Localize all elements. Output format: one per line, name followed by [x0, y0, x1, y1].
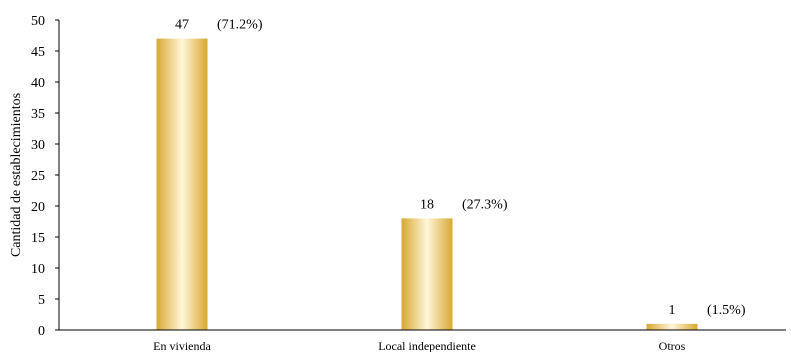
y-tick-label-30: 30 [31, 138, 45, 153]
bar-3 [646, 323, 698, 330]
percent-label-3: (1.5%) [707, 303, 746, 318]
y-tick-label-0: 0 [38, 324, 45, 339]
bar-1 [156, 38, 208, 330]
category-label-3: Otros [659, 339, 686, 352]
y-tick-label-5: 5 [38, 293, 45, 308]
y-axis-title: Cantidad de establecimientos [9, 93, 24, 257]
category-label-2: Local independiente [378, 339, 476, 352]
y-tick-label-20: 20 [31, 200, 45, 215]
y-tick-label-35: 35 [31, 107, 45, 122]
bars-group: 47 (71.2%) En vivienda 18 (27.3%) Local indep… [153, 18, 746, 352]
percent-label-1: (71.2%) [217, 18, 263, 33]
y-axis-ticks: 0 5 10 15 20 25 30 35 40 45 50 [31, 14, 59, 339]
y-tick-label-50: 50 [31, 14, 45, 29]
y-tick-label-45: 45 [31, 45, 45, 60]
percent-label-2: (27.3%) [462, 197, 508, 212]
data-label-2: 18 [420, 197, 434, 212]
category-label-1: En vivienda [153, 339, 211, 352]
data-label-3: 1 [669, 303, 676, 318]
y-tick-label-40: 40 [31, 76, 45, 91]
data-label-1: 47 [175, 18, 189, 33]
y-tick-label-10: 10 [31, 262, 45, 277]
y-tick-label-25: 25 [31, 169, 45, 184]
bar-2 [401, 218, 453, 330]
y-tick-label-15: 15 [31, 231, 45, 246]
